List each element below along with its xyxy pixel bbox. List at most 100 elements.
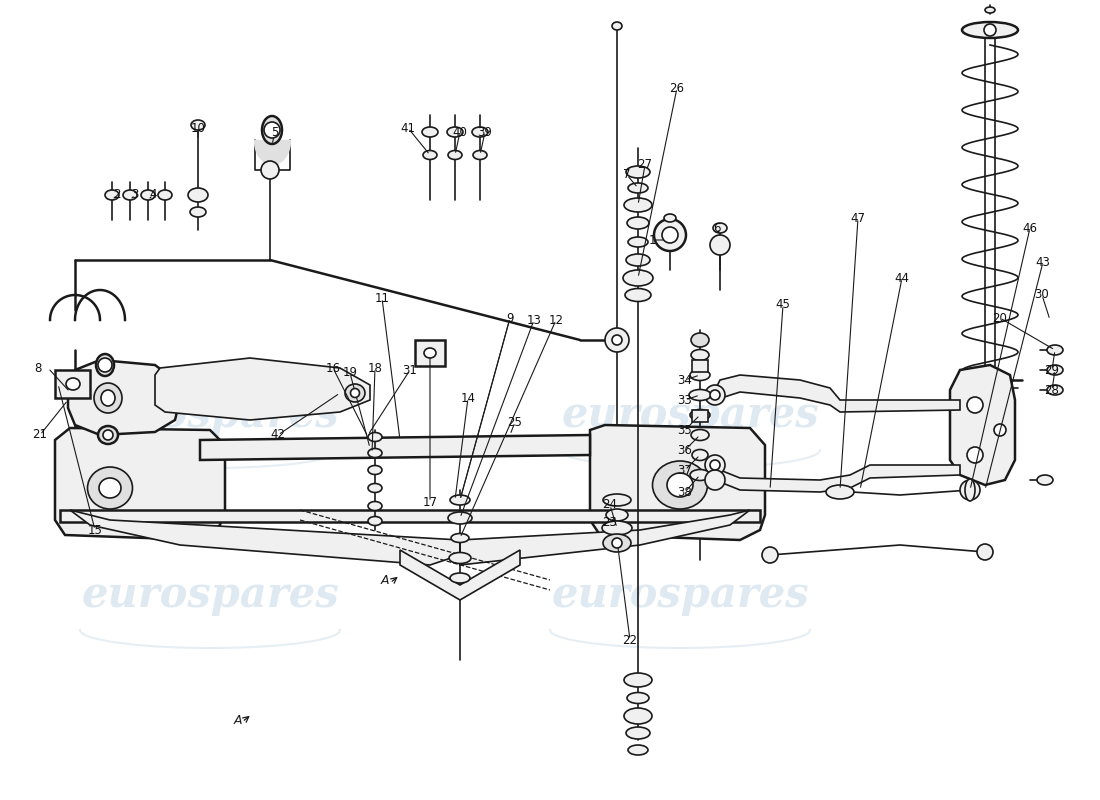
Text: 7: 7 xyxy=(624,169,630,182)
Ellipse shape xyxy=(450,495,470,505)
Ellipse shape xyxy=(450,573,470,583)
Bar xyxy=(692,410,708,422)
Ellipse shape xyxy=(612,22,621,30)
Ellipse shape xyxy=(141,190,155,200)
Text: 33: 33 xyxy=(678,394,692,406)
Circle shape xyxy=(662,227,678,243)
Circle shape xyxy=(612,335,621,345)
Text: 29: 29 xyxy=(1045,363,1059,377)
Polygon shape xyxy=(70,510,460,565)
Text: 28: 28 xyxy=(1045,383,1059,397)
Ellipse shape xyxy=(623,270,653,286)
Ellipse shape xyxy=(690,410,710,421)
Ellipse shape xyxy=(448,512,472,524)
Ellipse shape xyxy=(1037,475,1053,485)
Ellipse shape xyxy=(628,183,648,193)
Ellipse shape xyxy=(602,521,632,535)
Circle shape xyxy=(98,358,112,372)
Ellipse shape xyxy=(667,473,693,497)
Text: 37: 37 xyxy=(678,463,692,477)
Ellipse shape xyxy=(626,727,650,739)
Text: 36: 36 xyxy=(678,443,692,457)
Ellipse shape xyxy=(94,383,122,413)
Ellipse shape xyxy=(625,289,651,302)
Polygon shape xyxy=(155,358,370,420)
Ellipse shape xyxy=(1047,365,1063,375)
Polygon shape xyxy=(400,550,520,600)
Polygon shape xyxy=(460,510,750,565)
Polygon shape xyxy=(68,360,180,435)
Ellipse shape xyxy=(713,223,727,233)
Ellipse shape xyxy=(448,150,462,159)
Circle shape xyxy=(977,544,993,560)
Ellipse shape xyxy=(962,22,1018,38)
Ellipse shape xyxy=(351,389,360,398)
Text: 46: 46 xyxy=(1023,222,1037,234)
Text: 26: 26 xyxy=(670,82,684,94)
Circle shape xyxy=(710,390,720,400)
Ellipse shape xyxy=(1047,345,1063,355)
Text: 38: 38 xyxy=(678,486,692,498)
Polygon shape xyxy=(60,510,760,522)
Text: 25: 25 xyxy=(507,415,522,429)
Ellipse shape xyxy=(422,127,438,137)
Text: 40: 40 xyxy=(452,126,468,138)
Ellipse shape xyxy=(692,450,708,461)
Text: 11: 11 xyxy=(374,291,389,305)
Ellipse shape xyxy=(424,348,436,358)
Text: eurospares: eurospares xyxy=(81,574,339,616)
Ellipse shape xyxy=(472,127,488,137)
Ellipse shape xyxy=(368,483,382,493)
Text: 15: 15 xyxy=(88,523,102,537)
Circle shape xyxy=(705,385,725,405)
Ellipse shape xyxy=(345,384,365,402)
Circle shape xyxy=(612,538,621,548)
Ellipse shape xyxy=(627,217,649,229)
Ellipse shape xyxy=(96,354,114,376)
Ellipse shape xyxy=(627,693,649,703)
Circle shape xyxy=(967,397,983,413)
Circle shape xyxy=(705,455,725,475)
Ellipse shape xyxy=(826,485,854,499)
Ellipse shape xyxy=(473,150,487,159)
Text: 1: 1 xyxy=(648,234,656,246)
Circle shape xyxy=(960,480,980,500)
Ellipse shape xyxy=(451,534,469,542)
Ellipse shape xyxy=(368,502,382,510)
Circle shape xyxy=(967,447,983,463)
Polygon shape xyxy=(200,435,590,460)
Ellipse shape xyxy=(190,207,206,217)
Ellipse shape xyxy=(104,190,119,200)
Text: 44: 44 xyxy=(894,271,910,285)
Text: 14: 14 xyxy=(461,391,475,405)
Ellipse shape xyxy=(606,509,628,521)
Polygon shape xyxy=(55,428,225,540)
Ellipse shape xyxy=(158,190,172,200)
Ellipse shape xyxy=(368,433,382,442)
Ellipse shape xyxy=(965,479,975,501)
Text: 17: 17 xyxy=(422,495,438,509)
Text: 3: 3 xyxy=(131,189,139,202)
Ellipse shape xyxy=(624,708,652,724)
Text: 24: 24 xyxy=(603,498,617,511)
Circle shape xyxy=(654,219,686,251)
Ellipse shape xyxy=(626,254,650,266)
Text: 42: 42 xyxy=(271,429,286,442)
Text: A: A xyxy=(381,574,389,586)
Ellipse shape xyxy=(424,150,437,159)
Ellipse shape xyxy=(103,430,113,440)
Bar xyxy=(415,340,446,366)
Text: 5: 5 xyxy=(272,126,278,138)
Ellipse shape xyxy=(691,430,710,441)
Circle shape xyxy=(710,460,720,470)
Text: 34: 34 xyxy=(678,374,692,386)
Text: 41: 41 xyxy=(400,122,416,134)
Text: 20: 20 xyxy=(992,311,1008,325)
Text: 22: 22 xyxy=(623,634,638,646)
Text: 43: 43 xyxy=(1035,255,1050,269)
Ellipse shape xyxy=(690,370,710,381)
Text: eurospares: eurospares xyxy=(551,574,808,616)
Polygon shape xyxy=(590,425,764,540)
Circle shape xyxy=(605,328,629,352)
Ellipse shape xyxy=(652,461,707,509)
